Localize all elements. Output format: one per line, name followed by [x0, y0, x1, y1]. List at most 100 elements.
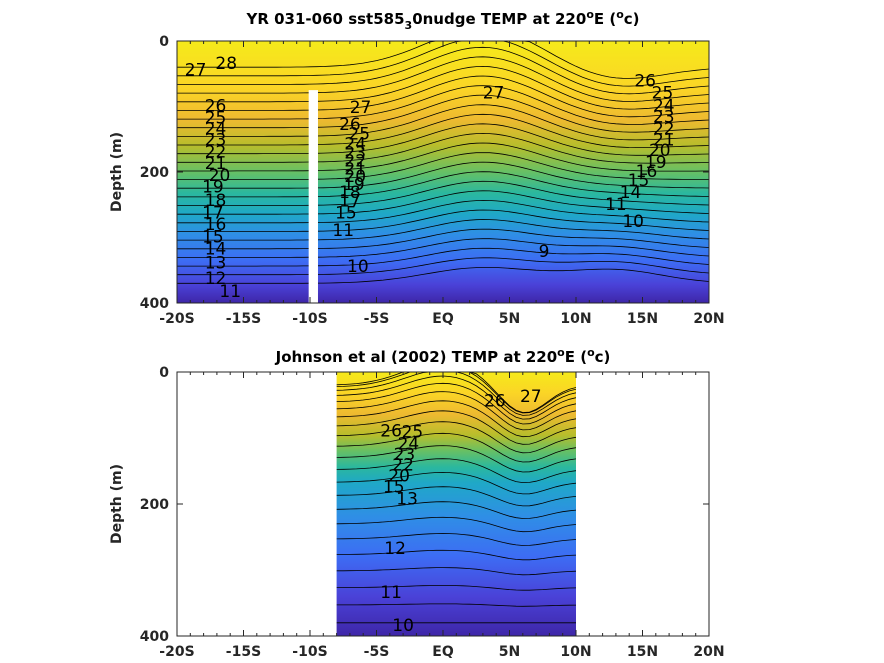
- isotherm-line: [336, 375, 576, 420]
- contour-label: 11: [380, 583, 402, 603]
- contour-label: 15: [383, 478, 405, 498]
- contour-label: 11: [332, 221, 354, 241]
- x-tick-label: 10N: [560, 644, 591, 660]
- contour-label: 24: [398, 435, 420, 455]
- x-tick-label: EQ: [432, 644, 454, 660]
- contour-label: 15: [202, 228, 224, 248]
- contour-label: 9: [539, 242, 550, 262]
- contour-label: 27: [483, 83, 505, 103]
- isotherm-line: [177, 104, 709, 141]
- isotherm-line: [336, 603, 576, 607]
- contour-label: 22: [392, 456, 414, 476]
- contour-labels: 2827262524232221201918171615141312112726…: [185, 54, 675, 302]
- isotherm-line: [177, 46, 709, 95]
- contour-label: 26: [484, 392, 506, 412]
- contour-label: 23: [394, 445, 416, 465]
- contour-label: 25: [652, 83, 674, 103]
- isotherm-line: [336, 421, 576, 454]
- x-tick-label: -10S: [292, 644, 327, 660]
- contour-label: 21: [205, 154, 227, 174]
- isotherm-line: [177, 132, 709, 164]
- chart-title: YR 031-060 sst58530nudge TEMP at 220oE (…: [245, 8, 639, 32]
- chart-title: Johnson et al (2002) TEMP at 220oE (oc): [275, 346, 611, 366]
- contour-label: 17: [202, 203, 224, 223]
- isotherm-line: [177, 75, 709, 118]
- isotherm-line: [336, 585, 576, 591]
- contour-label: 22: [205, 142, 227, 162]
- isotherm-line: [336, 501, 576, 519]
- contour-label: 15: [628, 171, 650, 191]
- y-axis-label: Depth (m): [109, 132, 125, 212]
- masked-column: [308, 90, 318, 303]
- axis-ticks: [176, 371, 710, 637]
- contour-label: 14: [205, 239, 227, 259]
- contour-label: 25: [348, 125, 370, 145]
- contour-label: 11: [219, 282, 241, 302]
- y-tick-label: 400: [140, 296, 169, 312]
- contour-label: 10: [622, 212, 644, 232]
- contour-label: 23: [653, 108, 675, 128]
- contour-label: 18: [205, 191, 227, 211]
- contour-label: 24: [205, 119, 227, 139]
- x-tick-label: 10N: [560, 311, 591, 327]
- contour-label: 24: [344, 134, 366, 154]
- x-tick-label: 15N: [627, 644, 658, 660]
- contour-label: 27: [350, 98, 372, 118]
- contour-label: 10: [392, 616, 414, 636]
- y-tick-label: 200: [140, 497, 169, 513]
- isotherm-line: [177, 142, 709, 172]
- contour-label: 20: [649, 141, 671, 161]
- x-tick-label: -20S: [159, 311, 194, 327]
- isotherm-line: [177, 180, 709, 206]
- contour-label: 20: [209, 166, 231, 186]
- isotherm-line: [177, 171, 709, 198]
- isotherm-line: [336, 516, 576, 533]
- isotherm-line: [177, 238, 709, 258]
- axis-ticks: [176, 40, 710, 304]
- isotherm-line: [336, 382, 576, 425]
- contour-label: 23: [205, 131, 227, 151]
- isotherm-line: [177, 190, 709, 215]
- x-tick-label: 5N: [499, 311, 520, 327]
- contour-label: 19: [645, 153, 667, 173]
- x-tick-label: 20N: [693, 311, 724, 327]
- contour-label: 20: [388, 466, 410, 486]
- contour-label: 24: [653, 97, 675, 117]
- x-tick-label: 5N: [499, 644, 520, 660]
- x-tick-label: 15N: [627, 311, 658, 327]
- contour-label: 26: [205, 97, 227, 117]
- isotherm-line: [177, 228, 709, 250]
- contour-label: 27: [520, 387, 542, 407]
- y-tick-label: 0: [159, 365, 169, 381]
- isotherm-line: [177, 152, 709, 180]
- contour-label: 27: [185, 60, 207, 80]
- isotherm-line: [177, 85, 709, 125]
- x-tick-label: -10S: [292, 311, 327, 327]
- contour-label: 23: [344, 144, 366, 164]
- y-tick-label: 200: [140, 165, 169, 181]
- isotherm-line: [336, 549, 576, 561]
- isotherm-line: [177, 94, 709, 133]
- contour-label: 16: [636, 162, 658, 182]
- x-tick-label: -5S: [364, 311, 390, 327]
- contour-label: 19: [343, 175, 365, 195]
- isotherm-line: [177, 199, 709, 224]
- contour-label: 14: [620, 183, 642, 203]
- contour-label: 26: [634, 72, 656, 92]
- isotherm-line: [336, 372, 576, 413]
- isotherm-line: [177, 267, 709, 284]
- isotherm-line: [336, 432, 576, 463]
- contour-label: 11: [605, 195, 627, 215]
- contour-label: 13: [396, 489, 418, 509]
- x-tick-label: 20N: [693, 644, 724, 660]
- isotherm-line: [177, 56, 709, 102]
- isotherm-lines: [336, 372, 576, 624]
- temperature-field: [336, 372, 576, 636]
- isotherm-line: [177, 123, 709, 156]
- isotherm-line: [177, 257, 709, 276]
- isotherm-line: [336, 486, 576, 507]
- y-tick-label: 400: [140, 629, 169, 645]
- y-tick-label: 0: [159, 34, 169, 50]
